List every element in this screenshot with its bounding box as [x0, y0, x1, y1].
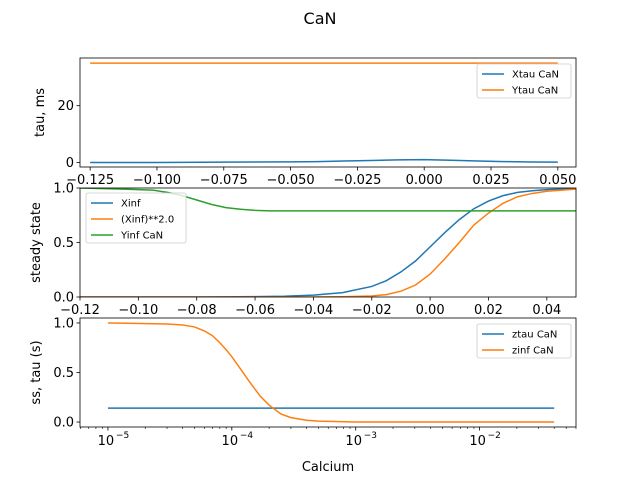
y-tick-label: 0 — [66, 156, 74, 171]
y-tick-label: 1.0 — [53, 182, 74, 197]
series-line-zinf-can — [107, 322, 555, 423]
x-tick-exponent: −4 — [240, 431, 254, 441]
x-tick-label: −0.125 — [66, 173, 114, 188]
legend-label: Xinf — [121, 199, 141, 210]
x-tick-label: 10 — [345, 434, 362, 449]
x-tick-label: −0.08 — [177, 303, 217, 318]
legend-label: Ytau CaN — [511, 86, 558, 97]
x-tick-exponent: −3 — [364, 431, 377, 441]
legend-label: zinf CaN — [512, 346, 554, 357]
y-tick-label: 1.0 — [53, 316, 74, 331]
y-tick-label: 0.0 — [53, 291, 74, 306]
y-axis-label: steady state — [29, 202, 44, 283]
x-tick-label: −0.12 — [60, 303, 100, 318]
y-axis-label: tau, ms — [33, 88, 48, 137]
axes-frame — [79, 57, 577, 168]
x-tick-label: 0.00 — [416, 303, 445, 318]
figure-title: CaN — [304, 9, 337, 28]
x-tick-label: −0.04 — [293, 303, 333, 318]
y-axis-label: ss, tau (s) — [29, 340, 44, 404]
legend-label: (Xinf)**2.0 — [121, 215, 174, 226]
legend-frame — [85, 192, 187, 244]
legend-label: Xtau CaN — [512, 70, 559, 81]
axes-1: −0.125 −0.100 −0.075 −0.050 −0.025 0.000 0.025… — [33, 57, 577, 188]
x-tick-label: −0.06 — [235, 303, 275, 318]
axes-2: −0.12 −0.10 −0.08 −0.06 −0.04 −0.02 0.00 0.02 0.… — [29, 182, 577, 318]
x-tick-label: 0.02 — [474, 303, 503, 318]
y-tick-label: 20 — [57, 99, 74, 114]
x-tick-label: −0.02 — [352, 303, 392, 318]
y-tick-label: 0.0 — [53, 416, 74, 431]
x-tick-label: −0.10 — [118, 303, 158, 318]
legend-label: Yinf CaN — [120, 231, 163, 242]
plots: −0.125 −0.100 −0.075 −0.050 −0.025 0.000 0.025… — [29, 57, 577, 475]
x-tick-label: 0.04 — [532, 303, 561, 318]
legend: Xinf (Xinf)**2.0 Yinf CaN — [85, 192, 187, 244]
x-tick-label: 0.000 — [406, 173, 443, 188]
x-tick-exponent: −5 — [116, 431, 129, 441]
x-tick-label: 10 — [469, 434, 486, 449]
axes-3: 10 −5 10 −4 10 −3 10 −20.00.51.0ss, tau (s)Calc… — [29, 316, 577, 475]
x-tick-label: −0.100 — [133, 173, 181, 188]
x-tick-exponent: −2 — [488, 431, 501, 441]
y-tick-label: 0.5 — [53, 236, 74, 251]
series-line-yinf-can — [80, 188, 576, 212]
series-line-xtau-can — [90, 158, 558, 164]
x-tick-label: −0.025 — [333, 173, 381, 188]
x-tick-label: 0.025 — [472, 173, 509, 188]
x-tick-label: −0.050 — [267, 173, 315, 188]
x-tick-label: −0.075 — [200, 173, 248, 188]
x-tick-label: 0.050 — [539, 173, 576, 188]
legend: ztau CaN zinf CaN — [476, 323, 572, 359]
x-tick-label: 10 — [222, 434, 239, 449]
x-tick-label: 10 — [98, 434, 115, 449]
x-axis-label: Calcium — [302, 460, 354, 475]
legend-label: ztau CaN — [512, 330, 557, 341]
legend: Xtau CaN Ytau CaN — [476, 63, 572, 99]
series-line-xinf — [80, 188, 576, 297]
y-tick-label: 0.5 — [53, 366, 74, 381]
